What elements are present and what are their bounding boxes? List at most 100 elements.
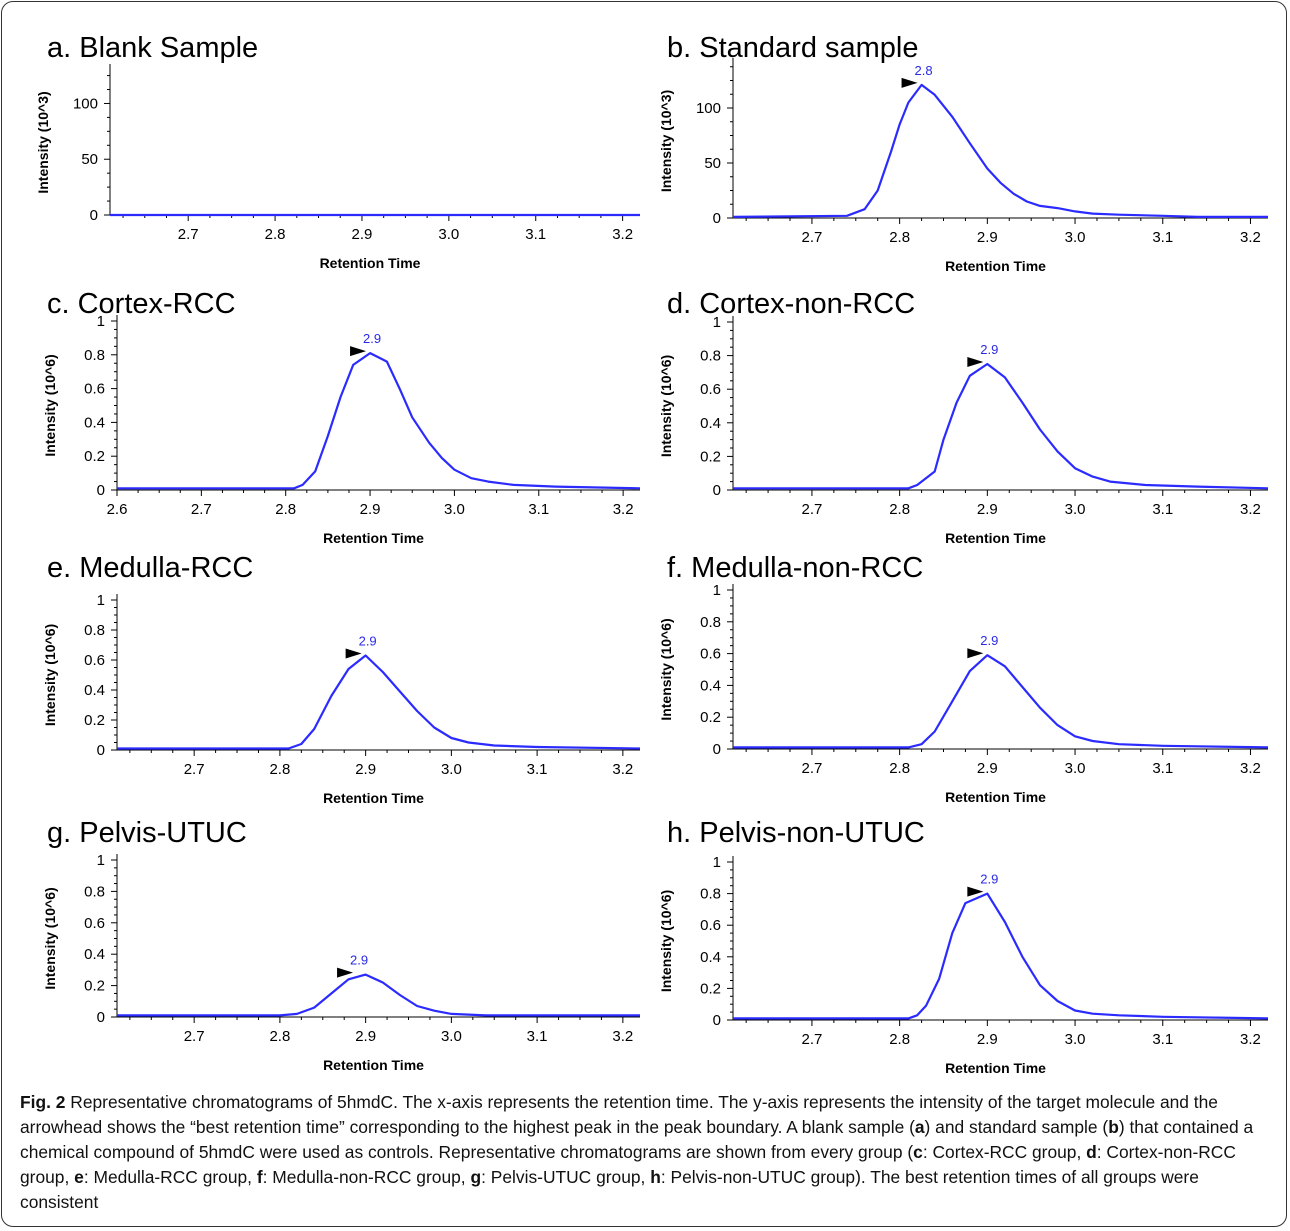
y-tick-label: 0.4 [700,415,721,432]
x-tick-label: 2.8 [889,501,910,518]
peak-retention-label: 2.9 [350,953,368,968]
y-tick-label: 0.8 [700,886,721,903]
caption-ref-b: b [1108,1117,1119,1137]
y-tick-label: 1 [713,854,721,871]
caption-text: : Cortex-RCC group, [922,1142,1087,1162]
x-tick-label: 2.9 [977,760,998,777]
y-tick-label: 1 [97,592,105,609]
y-tick-label: 100 [73,95,98,112]
chromatogram-line [733,892,1269,1020]
y-tick-label: 0 [97,482,105,499]
y-tick-label: 0.8 [84,347,105,364]
x-axis-label: Retention Time [323,790,424,806]
caption-text: Representative chromatograms of 5hmdC. T… [20,1092,1218,1137]
caption-text: : Cortex-non-RCC group, [20,1142,1236,1187]
x-axis-label: Retention Time [320,255,421,271]
y-tick-label: 0.4 [84,414,105,431]
x-tick-label: 3.2 [1240,501,1261,518]
y-tick-label: 0.6 [84,915,105,932]
y-tick-label: 0 [90,207,98,224]
y-tick-label: 0.4 [84,946,105,963]
x-tick-label: 3.0 [1065,501,1086,518]
x-tick-label: 2.8 [889,760,910,777]
caption-ref-g: g [470,1167,482,1187]
y-tick-label: 0.8 [84,622,105,639]
caption-ref-e: e [74,1167,84,1187]
caption-ref-a: a [914,1117,925,1137]
x-tick-label: 2.8 [889,1031,910,1048]
x-tick-label: 2.7 [802,1031,823,1048]
panel-title: g. Pelvis-UTUC [47,817,247,849]
peak-retention-label: 2.9 [980,872,998,887]
y-tick-label: 0.6 [84,381,105,398]
chromatogram-line [117,973,640,1017]
x-tick-label: 3.1 [1152,501,1173,518]
y-tick-label: 0.2 [700,709,721,726]
peak-arrowhead-marker [967,357,984,367]
x-tick-label: 3.0 [1065,229,1086,246]
peak-arrowhead-marker [350,346,367,357]
y-tick-label: 0 [713,482,721,499]
y-tick-label: 0.4 [700,677,721,694]
y-axis-label: Intensity (10^6) [42,624,58,726]
x-tick-label: 3.2 [612,761,633,778]
x-tick-label: 3.1 [1152,760,1173,777]
y-tick-label: 0.6 [700,646,721,663]
y-tick-label: 0 [713,741,721,758]
x-tick-label: 2.9 [355,1028,376,1045]
chromatogram-line [117,352,641,490]
peak-arrowhead-marker [337,967,354,978]
y-axis-label: Intensity (10^6) [42,354,58,456]
caption-ref-f: f [256,1167,263,1187]
y-tick-label: 1 [713,582,721,599]
y-tick-label: 50 [704,155,721,172]
x-tick-label: 3.1 [528,501,549,518]
peak-retention-label: 2.9 [363,331,381,346]
y-tick-label: 0.8 [700,614,721,631]
x-tick-label: 2.8 [265,226,286,243]
x-tick-label: 2.8 [275,501,296,518]
peak-retention-label: 2.9 [980,342,998,357]
y-axis-label: Intensity (10^3) [35,91,51,193]
x-tick-label: 3.2 [613,501,634,518]
chromatogram-line [733,654,1269,749]
x-tick-label: 3.2 [1240,229,1261,246]
peak-retention-label: 2.9 [359,634,377,649]
x-tick-label: 2.8 [269,1028,290,1045]
panel-title: a. Blank Sample [47,32,258,64]
y-tick-label: 0.4 [700,949,721,966]
y-tick-label: 1 [97,852,105,869]
x-tick-label: 2.9 [360,501,381,518]
x-tick-label: 2.7 [802,229,823,246]
y-tick-label: 0.2 [84,712,105,729]
x-tick-label: 3.0 [441,1028,462,1045]
y-tick-label: 1 [713,314,721,331]
x-tick-label: 3.2 [1240,760,1261,777]
x-tick-label: 2.8 [269,761,290,778]
x-tick-label: 3.0 [1065,760,1086,777]
y-tick-label: 0 [713,210,721,227]
caption-ref-c: c [913,1142,923,1162]
panel-title: h. Pelvis-non-UTUC [667,817,925,849]
caption-text: : Medulla-RCC group, [83,1167,257,1187]
peak-arrowhead-marker [967,648,984,659]
y-tick-label: 0 [713,1012,721,1029]
x-tick-label: 2.7 [178,226,199,243]
x-tick-label: 3.1 [1152,229,1173,246]
x-tick-label: 3.1 [527,761,548,778]
y-tick-label: 0.6 [700,381,721,398]
x-axis-label: Retention Time [945,530,1046,546]
y-axis-label: Intensity (10^6) [658,355,674,457]
y-axis-label: Intensity (10^6) [658,890,674,992]
y-tick-label: 1 [97,313,105,330]
y-tick-label: 0 [97,742,105,759]
x-tick-label: 3.0 [444,501,465,518]
x-tick-label: 2.7 [184,1028,205,1045]
x-tick-label: 3.2 [612,1028,633,1045]
panel-title: d. Cortex-non-RCC [667,288,915,320]
y-tick-label: 0.2 [700,980,721,997]
y-tick-label: 0.6 [84,652,105,669]
x-axis-label: Retention Time [323,1057,424,1073]
x-tick-label: 3.1 [527,1028,548,1045]
